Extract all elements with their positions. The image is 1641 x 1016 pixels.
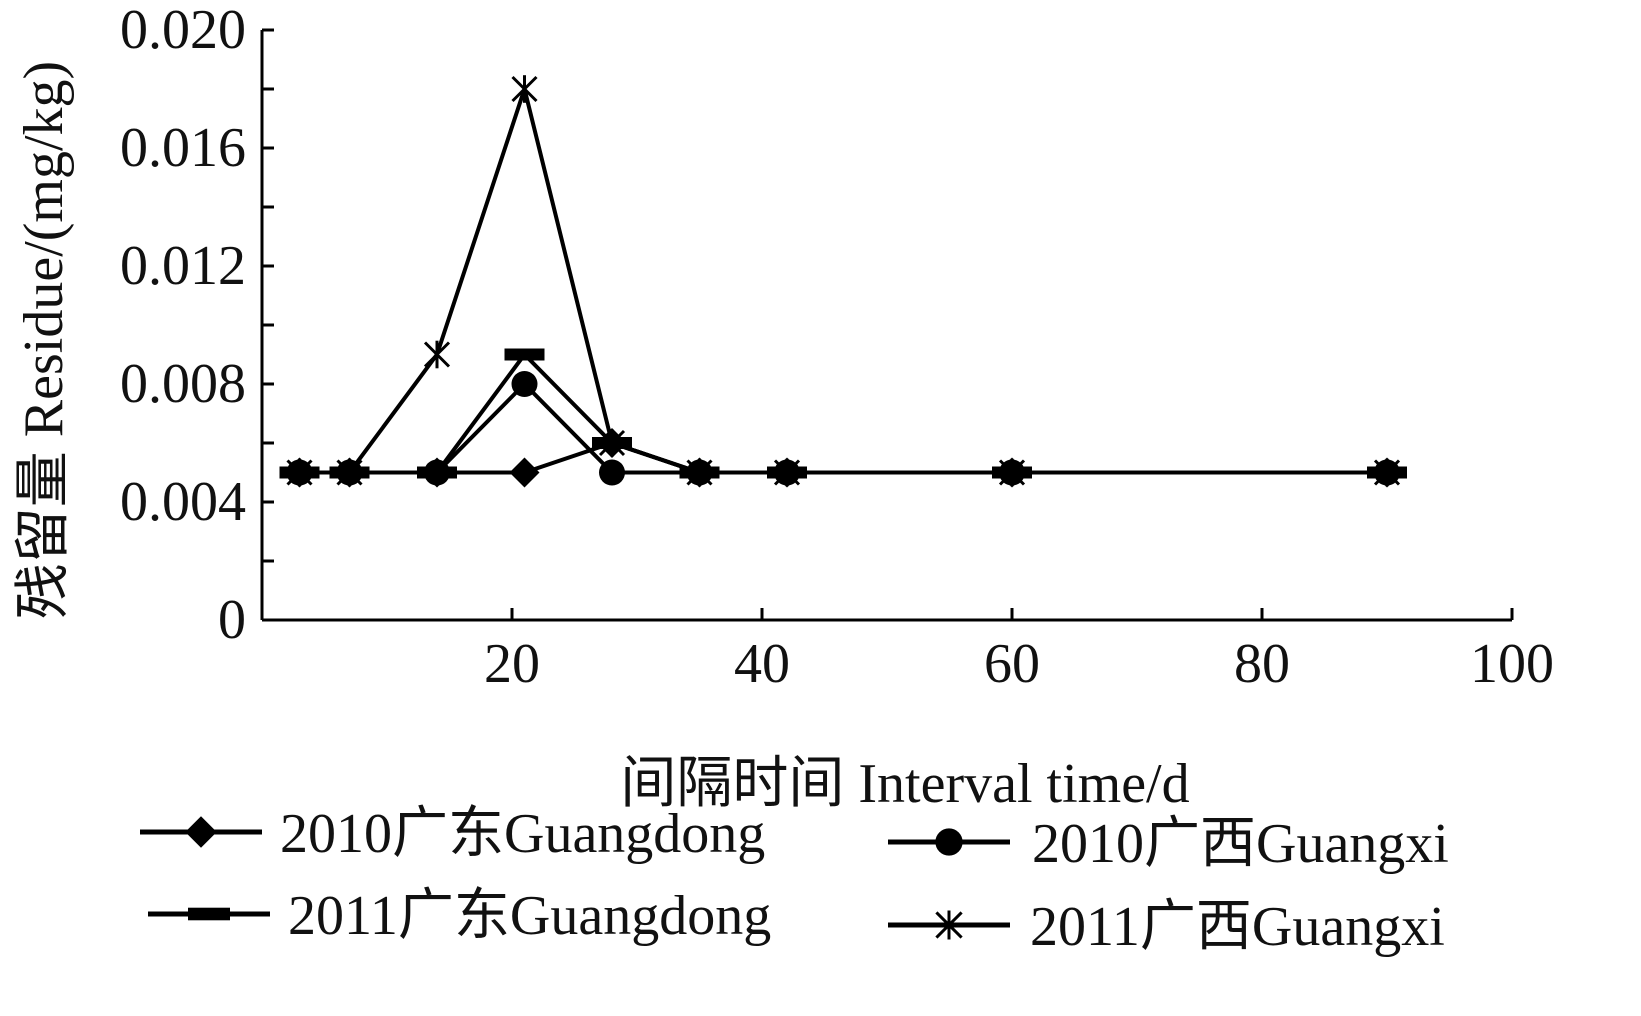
y-tick-label: 0.020 [120,0,246,61]
data-point [599,459,625,486]
data-point [336,458,363,487]
y-tick-label: 0.012 [120,235,246,297]
legend-marker [185,816,217,848]
data-point [286,458,313,487]
legend-item-2: 2010广西Guangxi [888,813,1449,875]
x-tick-label: 40 [734,633,790,695]
legend-item-1: 2010广东Guangdong [140,803,765,865]
legend-marker [935,828,963,856]
legend-item-3: 2011广东Guangdong [148,885,771,947]
axes [260,30,1512,622]
legend-label: 2010广东Guangdong [280,803,765,865]
y-axis-label: 残留量 Residue/(mg/kg) [13,61,75,619]
y-tick-label: 0.004 [120,471,246,533]
y-tick-label: 0 [218,589,246,651]
data-point [598,429,626,457]
data-point [511,371,538,397]
data-point [773,458,801,487]
legend-label: 2011广东Guangdong [288,885,771,947]
y-tick-label: 0.008 [120,353,246,415]
data-point [504,348,545,361]
legend-label: 2011广西Guangxi [1030,896,1445,958]
ticks: 0 0.004 0.008 0.012 0.016 0.020 20 40 60 80 100 [120,0,1554,695]
series-4 [286,75,1401,487]
series-line [299,381,1387,475]
data-point [509,457,540,488]
series-3 [279,348,1407,479]
data-point [998,458,1026,487]
x-axis-label: 间隔时间 Interval time/d [620,753,1189,815]
series-line [299,351,1387,475]
data-point [423,340,451,369]
y-tick-label: 0.016 [120,117,246,179]
data-point [686,458,713,487]
legend-label: 2010广西Guangxi [1032,813,1449,875]
data-point [511,75,538,103]
x-tick-label: 100 [1470,633,1554,695]
legend-marker [188,907,230,921]
legend-item-4: 2011广西Guangxi [888,896,1445,958]
series-line [299,81,1387,475]
series-layer [279,75,1407,488]
legend: 2010广东Guangdong 2010广西Guangxi 2011广东Guangd… [140,803,1449,958]
x-tick-label: 60 [984,633,1040,695]
data-point [417,466,457,479]
data-point [1373,458,1401,487]
x-tick-label: 20 [484,633,540,695]
legend-marker [935,910,963,940]
x-tick-label: 80 [1234,633,1290,695]
